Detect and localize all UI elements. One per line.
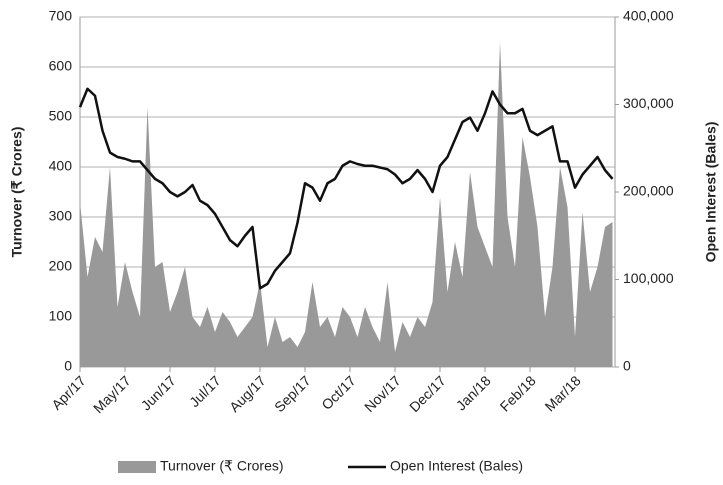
open-interest-line [78, 87, 614, 290]
turnover-area [80, 42, 613, 367]
x-tick-label: Mar/18 [542, 372, 584, 414]
y-tick-label: 700 [49, 8, 73, 24]
y-tick-label: 600 [49, 58, 73, 74]
x-tick-label: Oct/17 [318, 372, 359, 413]
x-tick-label: May/17 [90, 372, 134, 416]
y-tick-label: 400 [49, 158, 73, 174]
y-tick-label: 500 [49, 108, 73, 124]
x-tick-label: Feb/18 [497, 372, 539, 414]
x-tick-label: Jan/18 [453, 372, 494, 413]
x-tick-label: Jun/17 [138, 372, 179, 413]
y2-tick-label: 300,000 [623, 95, 674, 111]
y-tick-label: 0 [64, 358, 72, 374]
legend-label: Open Interest (Bales) [390, 458, 523, 474]
y2-axis-label: Open Interest (Bales) [703, 122, 719, 263]
y-tick-label: 300 [49, 208, 73, 224]
y-tick-label: 200 [49, 258, 73, 274]
legend-swatch [118, 461, 156, 473]
x-tick-label: Dec/17 [406, 372, 449, 415]
y2-tick-label: 0 [623, 358, 631, 374]
x-tick-label: Aug/17 [226, 372, 269, 415]
y2-tick-label: 100,000 [623, 270, 674, 286]
y2-tick-label: 400,000 [623, 8, 674, 24]
legend-label: Turnover (₹ Crores) [160, 458, 284, 474]
x-tick-label: Apr/17 [48, 372, 89, 413]
x-tick-label: Sep/17 [271, 372, 314, 415]
x-tick-label: Jul/17 [186, 372, 224, 410]
y-tick-label: 100 [49, 308, 73, 324]
y-axis-label: Turnover (₹ Crores) [9, 127, 25, 258]
y2-tick-label: 200,000 [623, 183, 674, 199]
x-tick-label: Nov/17 [361, 372, 404, 415]
